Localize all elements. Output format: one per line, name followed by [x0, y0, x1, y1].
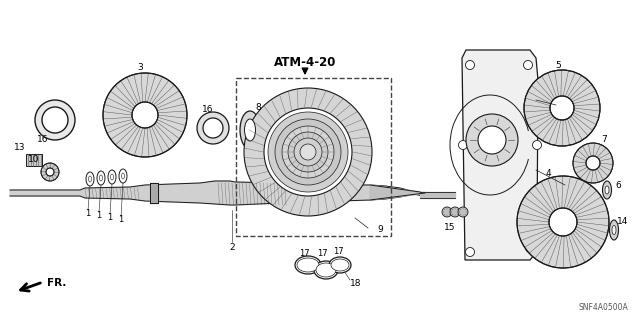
Ellipse shape — [609, 220, 618, 240]
Text: 9: 9 — [377, 226, 383, 235]
Polygon shape — [150, 183, 158, 203]
Text: 10: 10 — [28, 156, 40, 164]
Circle shape — [465, 247, 474, 257]
Text: 1: 1 — [97, 211, 102, 220]
Polygon shape — [420, 192, 455, 198]
Text: 3: 3 — [137, 63, 143, 73]
Circle shape — [42, 107, 68, 133]
Ellipse shape — [88, 176, 92, 182]
Ellipse shape — [602, 181, 611, 199]
Ellipse shape — [99, 175, 102, 181]
Ellipse shape — [314, 261, 338, 279]
Circle shape — [282, 126, 334, 178]
Circle shape — [524, 60, 532, 69]
Circle shape — [203, 118, 223, 138]
Ellipse shape — [295, 256, 321, 274]
Circle shape — [458, 207, 468, 217]
Circle shape — [288, 132, 328, 172]
Ellipse shape — [244, 119, 255, 141]
Circle shape — [197, 112, 229, 144]
Circle shape — [264, 108, 352, 196]
Circle shape — [517, 176, 609, 268]
Text: 18: 18 — [350, 278, 362, 287]
Polygon shape — [462, 50, 538, 260]
Text: ATM-4-20: ATM-4-20 — [274, 55, 336, 68]
Ellipse shape — [122, 173, 125, 179]
Circle shape — [132, 102, 158, 128]
Circle shape — [268, 112, 348, 192]
Circle shape — [573, 143, 613, 183]
Text: 1: 1 — [118, 215, 124, 225]
Ellipse shape — [111, 174, 113, 180]
Text: 6: 6 — [615, 181, 621, 190]
Circle shape — [586, 156, 600, 170]
Circle shape — [524, 70, 600, 146]
Text: SNF4A0500A: SNF4A0500A — [579, 303, 628, 312]
Text: 1: 1 — [85, 209, 91, 218]
Text: 16: 16 — [37, 135, 49, 145]
Text: 8: 8 — [255, 103, 261, 113]
Circle shape — [465, 60, 474, 69]
Circle shape — [300, 144, 316, 160]
Circle shape — [41, 163, 59, 181]
Ellipse shape — [331, 259, 349, 271]
Circle shape — [103, 73, 187, 157]
Text: 17: 17 — [299, 249, 309, 258]
Ellipse shape — [297, 258, 319, 272]
Ellipse shape — [612, 226, 616, 235]
Circle shape — [525, 244, 534, 252]
Circle shape — [275, 119, 341, 185]
Text: 17: 17 — [317, 249, 327, 258]
Ellipse shape — [316, 263, 336, 277]
Circle shape — [244, 88, 372, 216]
Circle shape — [35, 100, 75, 140]
Circle shape — [532, 140, 541, 149]
Circle shape — [442, 207, 452, 217]
Circle shape — [450, 207, 460, 217]
Ellipse shape — [605, 186, 609, 194]
Circle shape — [466, 114, 518, 166]
Text: 2: 2 — [229, 244, 235, 252]
Text: 7: 7 — [601, 135, 607, 145]
Text: 16: 16 — [202, 106, 214, 115]
Text: 15: 15 — [444, 223, 456, 233]
Text: 14: 14 — [618, 218, 628, 227]
Circle shape — [550, 96, 574, 120]
Circle shape — [478, 126, 506, 154]
Text: 4: 4 — [545, 169, 551, 178]
Ellipse shape — [108, 170, 116, 184]
Bar — [26, 154, 42, 166]
Ellipse shape — [240, 111, 260, 149]
Ellipse shape — [97, 171, 105, 185]
Polygon shape — [10, 181, 425, 205]
Circle shape — [294, 138, 322, 166]
Circle shape — [549, 208, 577, 236]
Ellipse shape — [119, 169, 127, 183]
Text: 13: 13 — [14, 143, 26, 153]
Text: 17: 17 — [333, 247, 343, 257]
Ellipse shape — [329, 257, 351, 273]
Text: FR.: FR. — [47, 278, 67, 288]
Polygon shape — [370, 185, 430, 200]
Circle shape — [458, 140, 467, 149]
Text: 1: 1 — [108, 212, 113, 221]
Ellipse shape — [86, 172, 94, 186]
Text: 5: 5 — [555, 60, 561, 69]
Circle shape — [46, 168, 54, 176]
